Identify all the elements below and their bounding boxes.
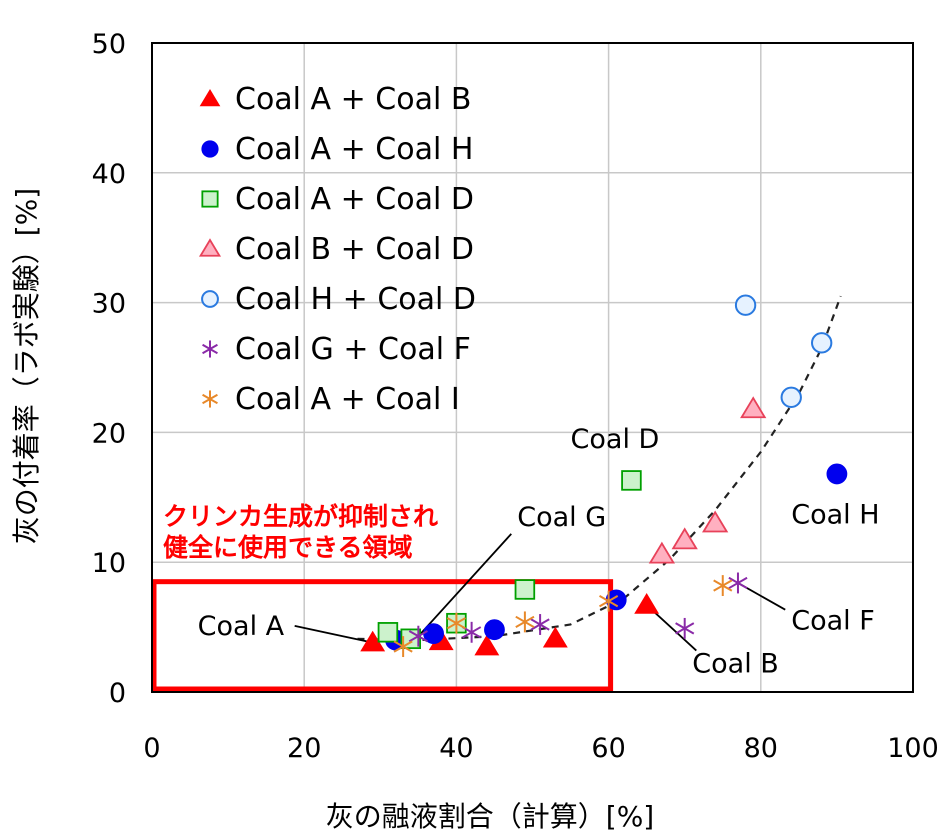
y-tick-label: 30 (92, 289, 126, 320)
legend-entry: Coal A + Coal B (235, 82, 471, 117)
data-point (648, 541, 676, 564)
series-2 (385, 463, 848, 651)
legend-entry: Coal G + Coal F (235, 332, 471, 367)
data-point (377, 622, 399, 643)
series-3 (377, 470, 642, 650)
legend-entry: Coal A + Coal H (235, 132, 473, 167)
y-tick-label: 10 (92, 548, 126, 579)
legend-marker (201, 140, 219, 158)
highlight-box (151, 579, 614, 692)
highlight-region (151, 579, 614, 692)
y-tick-label: 40 (92, 159, 126, 190)
legend-marker (199, 89, 221, 107)
x-tick-label: 0 (143, 733, 160, 764)
annotation-label: Coal G (517, 502, 606, 533)
series-4 (648, 396, 767, 564)
x-tick-label: 80 (744, 733, 778, 764)
series-7 (393, 575, 733, 658)
data-point (530, 614, 550, 635)
data-point (634, 593, 660, 614)
data-point (484, 619, 505, 641)
data-point (702, 510, 729, 533)
annotation-label: Coal F (791, 606, 875, 637)
legend-marker (198, 238, 222, 257)
data-point (811, 332, 833, 354)
data-point (515, 611, 535, 633)
data-point (621, 470, 642, 491)
highlight-label-line1: クリンカ生成が抑制され (163, 502, 438, 531)
annotation-leader (294, 625, 373, 644)
legend-marker (201, 190, 219, 208)
data-point (780, 386, 802, 409)
data-point (393, 636, 413, 658)
series-1 (360, 593, 660, 656)
legend-entry: Coal A + Coal D (235, 182, 474, 217)
x-tick-label: 100 (887, 733, 939, 764)
legend-entry: Coal B + Coal D (235, 232, 474, 267)
annotation-label: Coal B (692, 649, 779, 680)
y-axis-title: 灰の付着率（ラボ実験）[%] (10, 188, 43, 544)
series-5 (734, 294, 833, 409)
trend-curve (357, 295, 842, 642)
legend-marker (202, 340, 218, 358)
legend: Coal A + Coal B Coal A + Coal H Coal A + C… (198, 82, 476, 417)
legend-marker (202, 390, 218, 408)
x-axis-ticks: 0 20 40 60 80 100 (143, 733, 938, 764)
data-point (826, 463, 848, 485)
data-point (671, 527, 698, 550)
x-tick-label: 60 (591, 733, 625, 764)
legend-entry: Coal H + Coal D (235, 282, 476, 317)
data-point (734, 294, 757, 316)
data-point (446, 612, 466, 634)
data-point (740, 396, 767, 419)
legend-entry: Coal A + Coal I (235, 382, 460, 417)
y-tick-label: 0 (109, 678, 126, 709)
y-tick-label: 50 (92, 29, 126, 60)
data-points (360, 294, 848, 658)
data-point (462, 621, 482, 643)
data-point (599, 590, 619, 612)
data-point (474, 634, 500, 656)
x-tick-label: 20 (287, 733, 321, 764)
legend-marker (201, 290, 219, 308)
data-point (542, 626, 568, 648)
data-point (514, 579, 536, 600)
annotation-label: Coal D (571, 424, 660, 455)
trend-line (357, 295, 842, 642)
annotations: Coal A Coal G Coal D Coal H Coal F Coal B (198, 424, 880, 680)
data-point (713, 575, 733, 597)
y-tick-label: 20 (92, 418, 126, 449)
data-point (675, 617, 695, 639)
series-6 (408, 572, 748, 647)
data-point (408, 625, 428, 647)
data-point (728, 572, 748, 594)
highlight-label-line2: 健全に使用できる領域 (163, 533, 413, 562)
annotation-leader (417, 533, 512, 637)
x-axis-title: 灰の融液割合（計算）[%] (326, 800, 654, 833)
grid-lines (152, 43, 913, 692)
y-axis-ticks: 0 10 20 30 40 50 (92, 29, 126, 709)
annotation-label: Coal H (791, 499, 879, 530)
x-tick-label: 40 (439, 733, 473, 764)
annotation-label: Coal A (198, 611, 285, 642)
plot-frame (151, 42, 914, 693)
